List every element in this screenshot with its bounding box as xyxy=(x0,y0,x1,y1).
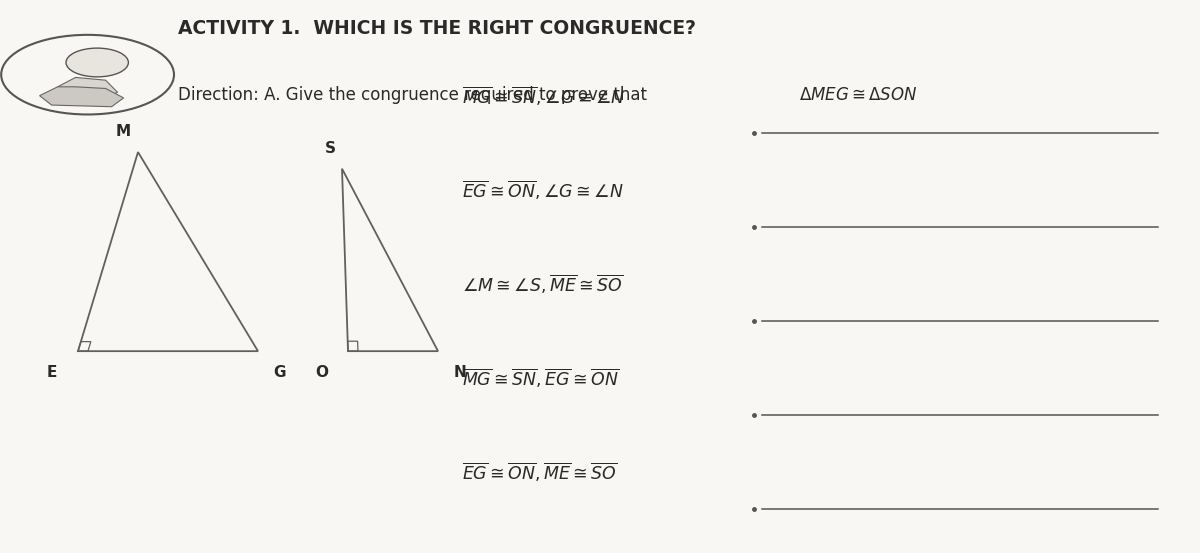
Polygon shape xyxy=(40,87,124,107)
Text: G: G xyxy=(274,364,286,380)
Text: O: O xyxy=(316,364,328,380)
Text: Direction: A. Give the congruence required to prove that: Direction: A. Give the congruence requir… xyxy=(178,86,652,104)
Text: $\angle M \cong \angle S, \overline{ME} \cong \overline{SO}$: $\angle M \cong \angle S, \overline{ME} … xyxy=(462,273,624,296)
Text: $\overline{EG} \cong \overline{ON}, \overline{ME} \cong \overline{SO}$: $\overline{EG} \cong \overline{ON}, \ove… xyxy=(462,461,617,484)
Text: $\overline{EG} \cong \overline{ON}, \angle G \cong \angle N$: $\overline{EG} \cong \overline{ON}, \ang… xyxy=(462,179,624,202)
Text: $\overline{MG} \cong \overline{SN}, \overline{EG} \cong \overline{ON}$: $\overline{MG} \cong \overline{SN}, \ove… xyxy=(462,367,619,390)
Circle shape xyxy=(66,48,128,77)
Text: E: E xyxy=(47,364,56,380)
Text: N: N xyxy=(454,364,466,380)
Text: $\Delta MEG \cong \Delta SON$: $\Delta MEG \cong \Delta SON$ xyxy=(799,86,918,104)
Polygon shape xyxy=(58,77,118,102)
Text: M: M xyxy=(116,123,131,139)
Text: ACTIVITY 1.  WHICH IS THE RIGHT CONGRUENCE?: ACTIVITY 1. WHICH IS THE RIGHT CONGRUENC… xyxy=(178,19,696,38)
Text: S: S xyxy=(324,141,336,156)
Text: $\overline{MG} \cong \overline{SN}, \angle G \cong \angle N$: $\overline{MG} \cong \overline{SN}, \ang… xyxy=(462,85,625,108)
